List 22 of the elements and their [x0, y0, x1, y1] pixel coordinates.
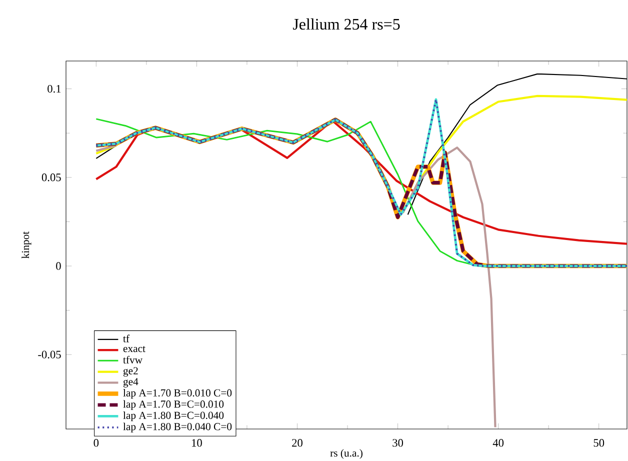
legend-label: ge2 — [123, 367, 138, 377]
legend-label: tf — [123, 334, 130, 342]
x-tick-label: 30 — [392, 439, 404, 447]
legend-label: ge4 — [123, 378, 138, 388]
legend-label: lap A=1.70 B=0.010 C=0 — [123, 388, 232, 399]
y-tick-label: 0.05 — [42, 174, 61, 182]
x-tick-label: 50 — [594, 439, 604, 447]
chart-title: Jellium 254 rs=5 — [292, 18, 400, 30]
legend-label: lap A=1.80 B=C=0.040 — [123, 411, 224, 422]
x-tick-label: 0 — [94, 439, 99, 447]
x-axis-title: rs (u.a.) — [330, 449, 362, 459]
y-tick-label: 0 — [56, 262, 61, 270]
y-tick-label: 0.1 — [48, 84, 61, 93]
y-axis-title: kinpot — [22, 231, 32, 258]
x-tick-label: 20 — [292, 439, 302, 447]
legend-label: exact — [123, 346, 146, 352]
legend-label: tfvw — [123, 356, 142, 364]
x-tick-label: 10 — [192, 439, 202, 447]
legend-label: lap A=1.70 B=C=0.010 — [123, 400, 224, 410]
y-tick-label: -0.05 — [38, 350, 61, 358]
legend-label: lap A=1.80 B=0.040 C=0 — [123, 422, 232, 432]
x-tick-label: 40 — [492, 439, 504, 447]
